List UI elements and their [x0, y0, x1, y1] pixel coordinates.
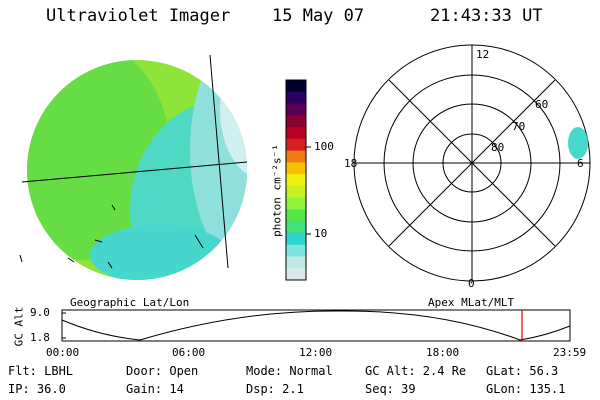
colorbar: [285, 79, 311, 281]
colorbar-segment: [286, 91, 306, 105]
polar-emission-patch: [568, 127, 588, 159]
time-tick-2359: 23:59: [553, 346, 587, 359]
altitude-strip: [61, 309, 571, 342]
mlt-label-6: 6: [577, 157, 584, 170]
geographic-caption: Geographic Lat/Lon: [70, 296, 190, 309]
instrument-title: Ultraviolet Imager: [46, 6, 231, 26]
info-gcalt: GC Alt: 2.4 Re: [365, 364, 467, 378]
colorbar-segment: [286, 138, 306, 152]
colorbar-segment: [286, 80, 306, 93]
colorbar-segment: [286, 209, 306, 222]
mlt-label-12: 12: [476, 48, 490, 61]
time-tick-1800: 18:00: [426, 346, 460, 359]
colorbar-tick-10: 10: [314, 227, 328, 240]
info-glon: GLon: 135.1: [486, 382, 566, 396]
time-tick-1200: 12:00: [299, 346, 333, 359]
mlat-label-80: 80: [491, 141, 505, 154]
colorbar-segment: [286, 185, 306, 199]
colorbar-segment: [286, 174, 306, 187]
date-label: 15 May 07: [272, 6, 365, 26]
alt-tick-1-8: 1.8: [30, 331, 50, 344]
mlat-label-60: 60: [535, 98, 549, 111]
colorbar-segment: [286, 127, 306, 140]
info-flt: Flt: LBHL: [8, 364, 74, 378]
time-label: 21:43:33 UT: [430, 6, 543, 26]
colorbar-segment: [286, 115, 306, 128]
colorbar-segment: [286, 244, 306, 257]
info-mode: Mode: Normal: [246, 364, 333, 378]
colorbar-segment: [286, 232, 306, 246]
colorbar-segment: [286, 221, 306, 234]
polar-plot: [353, 44, 591, 282]
mlt-label-0: 0: [468, 277, 475, 290]
colorbar-segment: [286, 197, 306, 210]
time-tick-0000: 00:00: [46, 346, 80, 359]
info-glat: GLat: 56.3: [486, 364, 559, 378]
info-seq: Seq: 39: [365, 382, 416, 396]
apex-caption: Apex MLat/MLT: [428, 296, 515, 309]
info-door: Door: Open: [126, 364, 199, 378]
colorbar-tick-100: 100: [314, 140, 334, 153]
alt-tick-9: 9.0: [30, 306, 50, 319]
colorbar-segment: [286, 103, 306, 116]
colorbar-segment: [286, 150, 306, 163]
mlat-label-70: 70: [512, 120, 526, 133]
colorbar-segment: [286, 162, 306, 175]
colorbar-segment: [286, 268, 306, 281]
colorbar-segment: [286, 256, 306, 269]
mlt-label-18: 18: [344, 157, 358, 170]
info-ip: IP: 36.0: [8, 382, 66, 396]
gc-alt-axis-label: GC Alt: [12, 306, 26, 347]
time-tick-0600: 06:00: [172, 346, 206, 359]
info-dsp: Dsp: 2.1: [246, 382, 304, 396]
info-gain: Gain: 14: [126, 382, 184, 396]
colorbar-unit-label: photon cm⁻²s⁻¹: [270, 144, 284, 237]
